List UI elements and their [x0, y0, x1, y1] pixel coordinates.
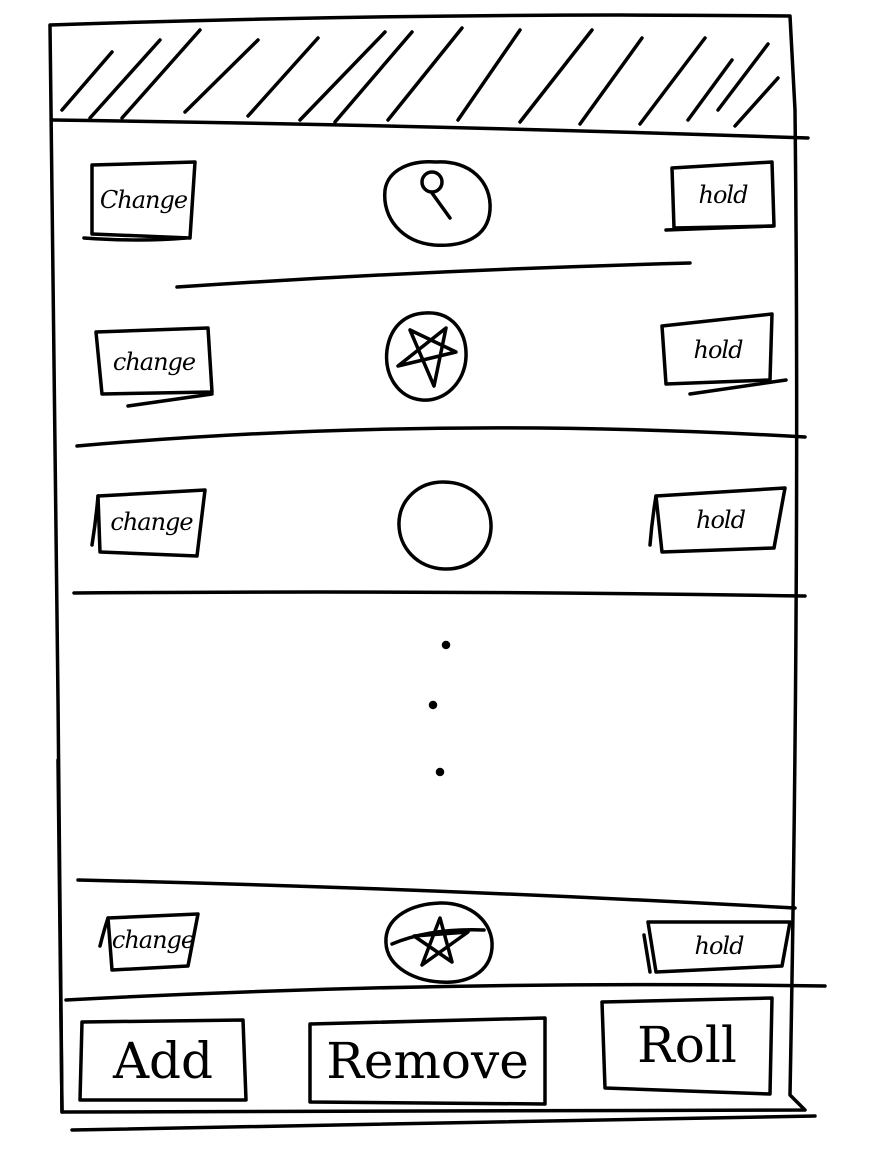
die-row-2 — [75, 311, 807, 448]
hold-button-4-label: hold — [694, 932, 745, 960]
die-3[interactable] — [398, 481, 492, 570]
blank-circle-icon — [397, 480, 493, 571]
die-1[interactable] — [384, 160, 492, 248]
die-row-4 — [76, 878, 797, 984]
bottom-toolbar — [64, 982, 827, 1106]
hold-button-2-label: hold — [693, 336, 744, 364]
vertical-ellipsis — [428, 640, 451, 777]
die-row-3 — [72, 480, 807, 598]
header-bar — [50, 26, 810, 140]
keyhole-icon — [383, 160, 492, 248]
device-frame — [48, 13, 817, 1132]
change-button-4-label: change — [111, 926, 195, 954]
hold-button-3-label: hold — [696, 506, 746, 534]
star-icon — [384, 901, 494, 984]
remove-button-label: Remove — [326, 1032, 529, 1090]
change-button-2-label: change — [112, 348, 196, 376]
change-button-1-label: Change — [99, 186, 188, 214]
roll-button-label: Roll — [637, 1016, 737, 1074]
die-2[interactable] — [386, 311, 468, 401]
hold-button-1-label: hold — [698, 181, 749, 209]
die-row-1 — [82, 160, 776, 289]
pentagram-icon — [384, 311, 468, 402]
add-button-label: Add — [112, 1032, 214, 1090]
change-button-3-label: change — [110, 508, 193, 536]
die-4[interactable] — [385, 902, 493, 983]
